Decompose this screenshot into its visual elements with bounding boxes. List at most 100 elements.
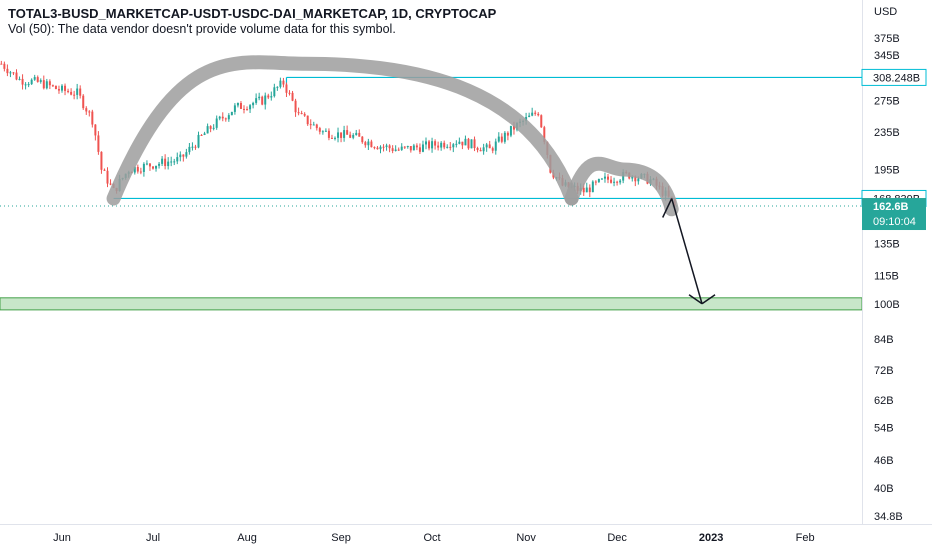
price-axis-tick: 34.8B <box>874 511 903 523</box>
last-price-value: 162.6B <box>873 201 909 213</box>
candle-body <box>425 141 427 145</box>
chart-title: TOTAL3-BUSD_MARKETCAP-USDT-USDC-DAI_MARK… <box>8 6 497 21</box>
candle-body <box>24 84 27 86</box>
candle-body <box>437 145 440 148</box>
candle-body <box>227 115 230 120</box>
candle-body <box>434 141 437 146</box>
candle-body <box>97 135 100 152</box>
candle-body <box>473 139 476 148</box>
candle-body <box>200 134 203 136</box>
candle-body <box>443 142 446 148</box>
candle-body <box>79 88 82 96</box>
candle-body <box>9 72 12 74</box>
volume-note: Vol (50): The data vendor doesn't provid… <box>8 22 396 36</box>
candle-body <box>358 132 361 137</box>
candle-body <box>361 136 364 143</box>
candle-body <box>88 111 91 113</box>
candle-body <box>588 187 591 193</box>
price-axis-tick: 84B <box>874 334 894 346</box>
candle-body <box>540 115 543 128</box>
candle-body <box>91 111 94 125</box>
candle-body <box>103 169 106 171</box>
time-axis-tick: Feb <box>796 532 815 544</box>
price-axis-tick: 195B <box>874 164 900 176</box>
candle-body <box>470 139 473 149</box>
price-axis-tick: 54B <box>874 423 894 435</box>
candle-body <box>512 125 515 130</box>
candle-body <box>355 132 358 135</box>
candle-body <box>273 87 276 97</box>
time-axis-tick: Sep <box>331 532 351 544</box>
candle-body <box>61 85 63 91</box>
candle-body <box>182 154 185 157</box>
candle-body <box>376 147 379 150</box>
support-zone <box>0 297 863 311</box>
time-axis-tick: Nov <box>516 532 536 544</box>
candle-body <box>385 145 388 147</box>
candle-body <box>21 78 24 85</box>
candle-body <box>509 125 512 136</box>
candle-body <box>139 171 142 173</box>
candle-body <box>327 130 330 138</box>
candle-body <box>18 78 21 80</box>
candle-body <box>364 142 367 146</box>
price-axis-unit: USD <box>874 6 897 18</box>
candle-body <box>203 133 206 135</box>
candle-body <box>634 176 637 182</box>
candle-body <box>464 138 467 146</box>
candle-body <box>488 144 491 149</box>
candle-body <box>282 80 285 85</box>
down-arrow-head-right <box>701 294 716 305</box>
candle-body <box>94 124 97 136</box>
price-axis-tick: 100B <box>874 299 900 311</box>
rounded-top-arc <box>564 156 679 217</box>
candle-body <box>400 146 403 150</box>
candle-body <box>54 85 57 90</box>
bar-countdown: 09:10:04 <box>873 216 916 228</box>
candle-body <box>197 134 200 148</box>
candle-body <box>543 127 546 142</box>
candle-body <box>528 115 531 118</box>
candle-body <box>610 179 613 183</box>
price-axis-tick: 62B <box>874 395 894 407</box>
candle-body <box>415 145 418 148</box>
candle-body <box>343 130 346 138</box>
candle-body <box>249 105 252 110</box>
candle-body <box>233 105 236 112</box>
time-axis-tick: Jun <box>53 532 71 544</box>
candle-body <box>36 77 39 82</box>
candle-body <box>0 63 3 65</box>
candle-body <box>418 147 421 152</box>
candle-body <box>51 85 54 87</box>
candle-body <box>167 161 170 167</box>
candle-body <box>449 146 452 148</box>
candle-body <box>406 146 409 148</box>
candle-body <box>291 92 294 101</box>
candle-body <box>346 130 349 135</box>
candle-body <box>246 109 249 111</box>
candle-body <box>597 179 600 182</box>
candle-body <box>594 181 597 183</box>
candle-body <box>503 132 506 142</box>
price-axis-tick: 72B <box>874 365 894 377</box>
candle-body <box>57 89 60 91</box>
candle-body <box>409 146 412 151</box>
candle-body <box>613 181 616 183</box>
candle-body <box>382 146 385 148</box>
candle-body <box>252 102 255 106</box>
candle-body <box>421 144 424 152</box>
candle-body <box>334 137 336 139</box>
candle-body <box>45 81 48 89</box>
rounded-top-arc <box>106 55 579 206</box>
candle-body <box>136 166 139 172</box>
candle-body <box>491 148 494 151</box>
candle-body <box>42 80 45 89</box>
candle-body <box>239 102 242 109</box>
candle-body <box>3 63 6 69</box>
candle-body <box>631 176 634 179</box>
candle-body <box>264 95 267 105</box>
candle-body <box>431 141 434 149</box>
hline-price-label: 308.248B <box>873 72 920 84</box>
